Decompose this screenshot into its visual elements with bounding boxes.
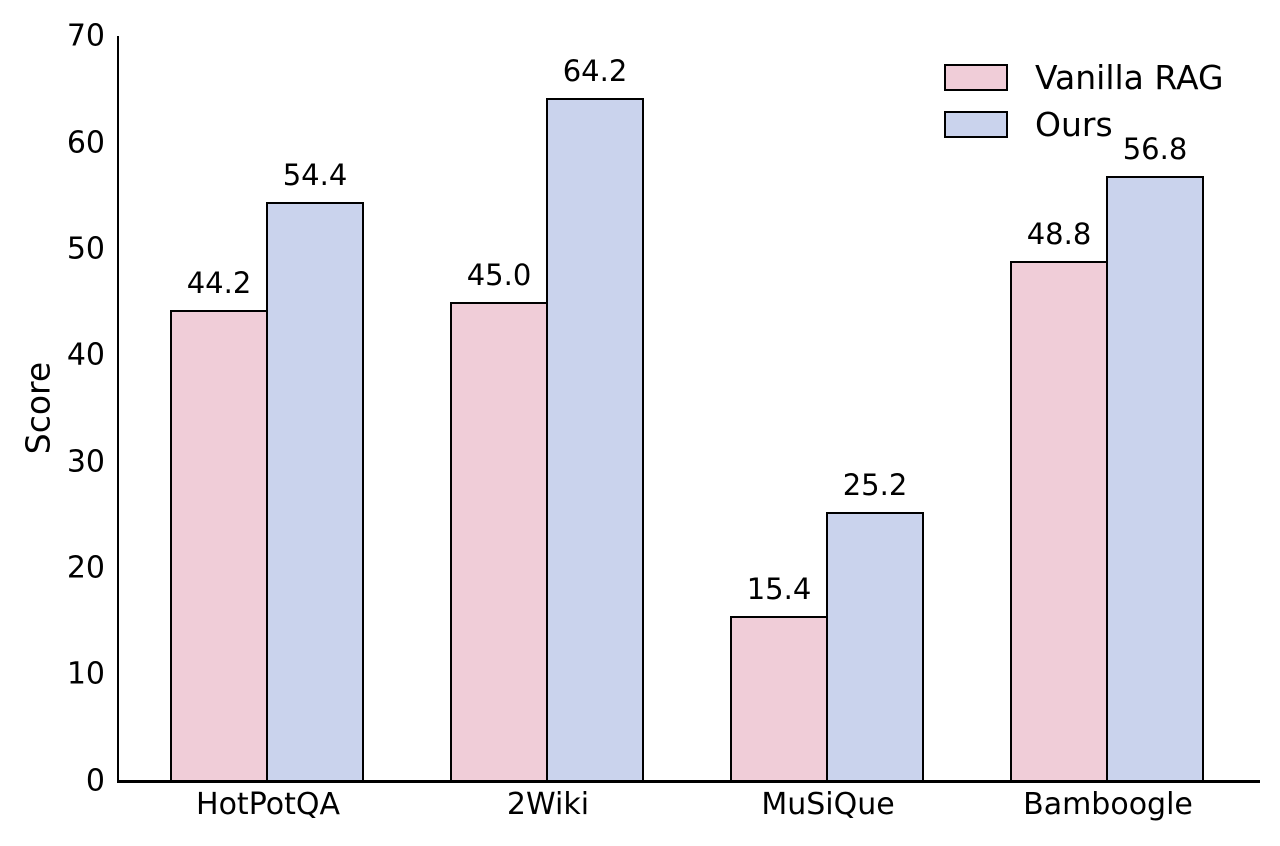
- bar-value-label: 54.4: [282, 157, 348, 192]
- y-axis-spine: [117, 35, 119, 783]
- y-tick-label: 70: [66, 18, 105, 54]
- legend-swatch-vanilla-rag: [944, 63, 1008, 91]
- x-tick-label: HotPotQA: [196, 787, 340, 822]
- bar-vanilla-rag-hotpotqa: [170, 310, 268, 782]
- bar-vanilla-rag-musique: [730, 616, 828, 782]
- x-tick-label: Bamboogle: [1023, 787, 1193, 822]
- y-tick-label: 10: [66, 656, 105, 692]
- legend-swatch-ours: [944, 110, 1008, 138]
- bar-ours-hotpotqa: [266, 201, 364, 782]
- bar-ours-bamboogle: [1106, 176, 1204, 782]
- legend-label-ours: Ours: [1035, 104, 1113, 144]
- bar-value-label: 25.2: [842, 468, 908, 503]
- bar-value-label: 48.8: [1026, 217, 1092, 252]
- bar-value-label: 15.4: [746, 572, 812, 607]
- y-tick-label: 30: [66, 443, 105, 479]
- y-axis-title: Score: [18, 361, 58, 455]
- x-tick-label: MuSiQue: [761, 787, 895, 822]
- bar-value-label: 56.8: [1122, 132, 1188, 167]
- y-tick-label: 0: [85, 762, 105, 798]
- x-axis-spine: [117, 780, 1260, 783]
- y-tick-label: 20: [66, 550, 105, 586]
- bar-vanilla-rag-bamboogle: [1010, 261, 1108, 782]
- x-tick-label: 2Wiki: [506, 787, 590, 822]
- bar-vanilla-rag-2wiki: [450, 301, 548, 782]
- legend-item-vanilla-rag: Vanilla RAG: [944, 60, 1224, 94]
- bar-value-label: 44.2: [186, 266, 252, 301]
- bar-value-label: 45.0: [466, 257, 532, 292]
- legend-item-ours: Ours: [944, 107, 1224, 141]
- bar-ours-musique: [826, 512, 924, 782]
- legend: Vanilla RAG Ours: [944, 60, 1224, 141]
- bar-value-label: 64.2: [562, 53, 628, 88]
- y-tick-label: 40: [66, 337, 105, 373]
- bar-ours-2wiki: [546, 97, 644, 782]
- legend-label-vanilla-rag: Vanilla RAG: [1035, 57, 1224, 97]
- y-tick-label: 50: [66, 231, 105, 267]
- y-tick-label: 60: [66, 125, 105, 161]
